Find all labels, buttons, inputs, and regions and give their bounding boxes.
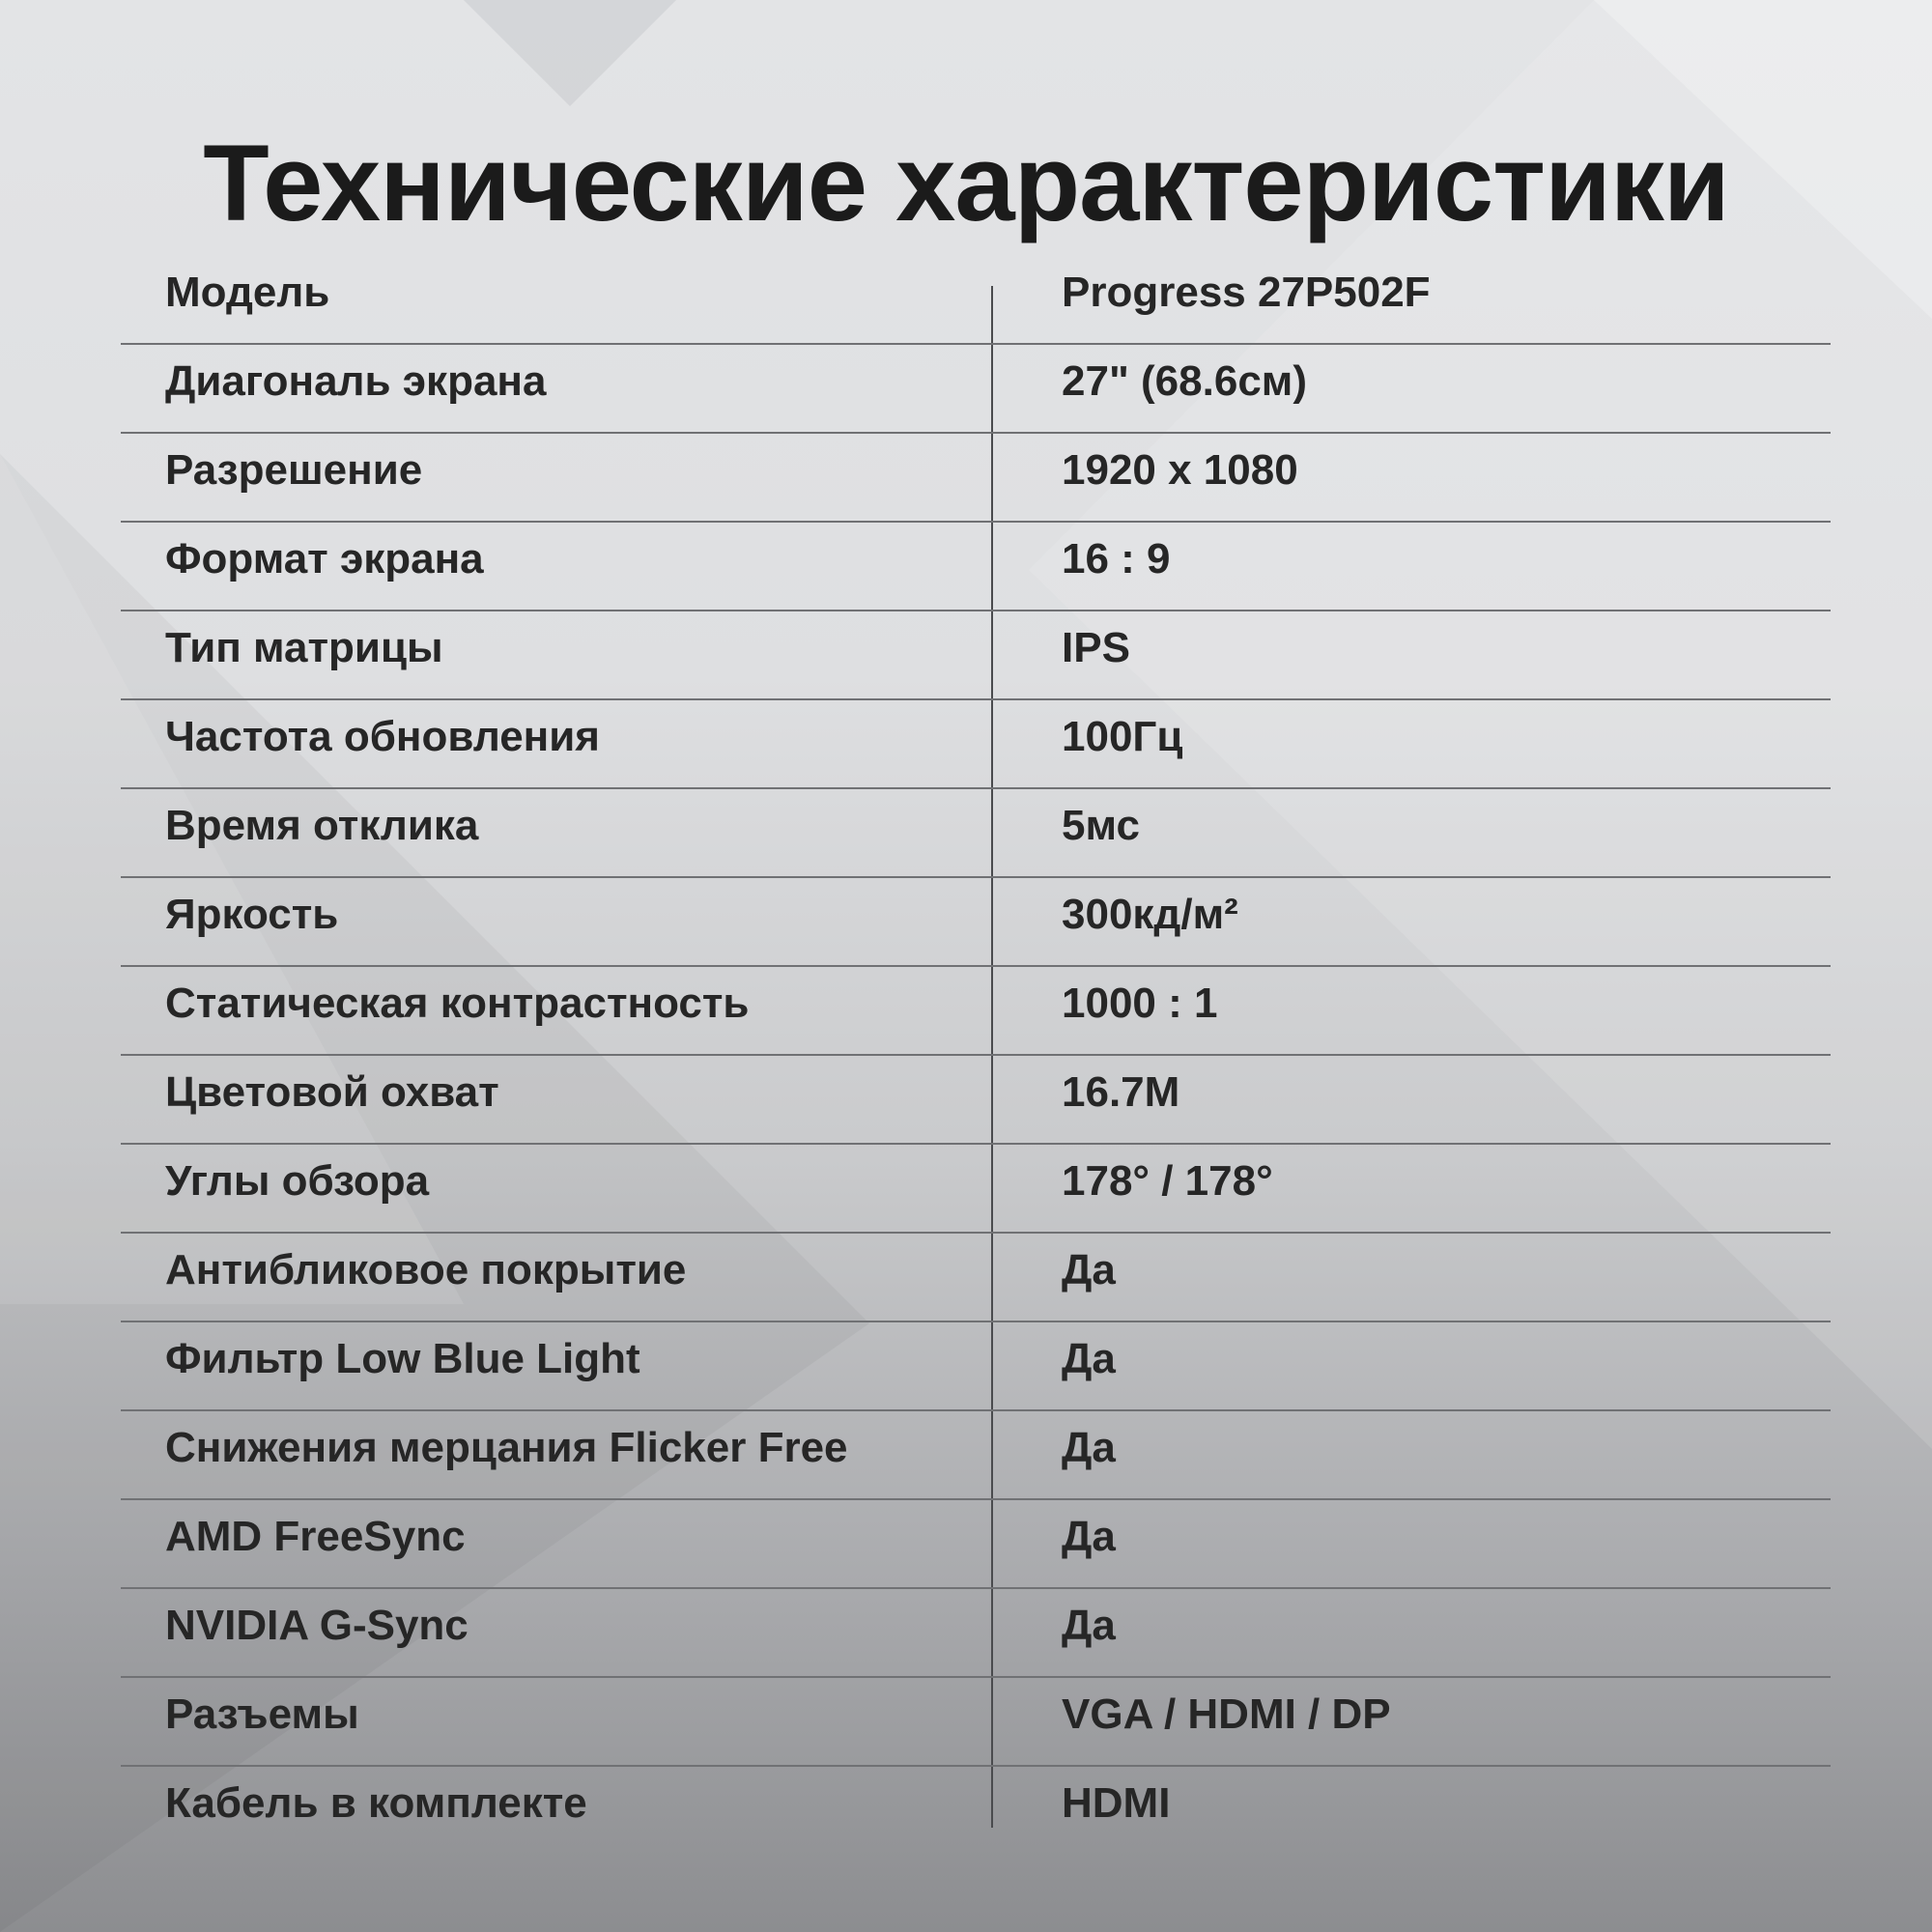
spec-row: Углы обзора 178° / 178° xyxy=(121,1145,1831,1234)
spec-label: Статическая контрастность xyxy=(165,980,750,1027)
spec-value: HDMI xyxy=(1062,1779,1171,1827)
spec-label: Цветовой охват xyxy=(165,1068,499,1116)
spec-label: Формат экрана xyxy=(165,535,484,582)
spec-row: Частота обновления 100Гц xyxy=(121,700,1831,789)
spec-label: Углы обзора xyxy=(165,1157,430,1205)
spec-label: Разъемы xyxy=(165,1690,359,1738)
column-divider xyxy=(991,286,993,1828)
spec-row: NVIDIA G-Sync Да xyxy=(121,1589,1831,1678)
spec-label: Фильтр Low Blue Light xyxy=(165,1335,640,1382)
spec-label: Время отклика xyxy=(165,802,479,849)
spec-value: IPS xyxy=(1062,624,1130,671)
spec-value: 16 : 9 xyxy=(1062,535,1171,582)
spec-label: Яркость xyxy=(165,891,339,938)
spec-label: NVIDIA G-Sync xyxy=(165,1602,469,1649)
spec-table: Модель Progress 27P502F Диагональ экрана 27… xyxy=(121,256,1831,1856)
spec-row: Статическая контрастность 1000 : 1 xyxy=(121,967,1831,1056)
spec-value: 1000 : 1 xyxy=(1062,980,1218,1027)
spec-row: Время отклика 5мс xyxy=(121,789,1831,878)
spec-label: Тип матрицы xyxy=(165,624,443,671)
spec-value: VGA / HDMI / DP xyxy=(1062,1690,1391,1738)
spec-row: Разъемы VGA / HDMI / DP xyxy=(121,1678,1831,1767)
spec-row: Фильтр Low Blue Light Да xyxy=(121,1322,1831,1411)
spec-row: Антибликовое покрытие Да xyxy=(121,1234,1831,1322)
spec-row: Цветовой охват 16.7M xyxy=(121,1056,1831,1145)
spec-value: Да xyxy=(1062,1513,1116,1560)
spec-label: Разрешение xyxy=(165,446,423,494)
spec-label: Модель xyxy=(165,269,330,316)
spec-label: Кабель в комплекте xyxy=(165,1779,587,1827)
page-title: Технические характеристики xyxy=(203,123,1730,243)
spec-value: Да xyxy=(1062,1246,1116,1293)
spec-row: Диагональ экрана 27" (68.6см) xyxy=(121,345,1831,434)
spec-value: Да xyxy=(1062,1424,1116,1471)
spec-label: AMD FreeSync xyxy=(165,1513,466,1560)
spec-value: 300кд/м² xyxy=(1062,891,1238,938)
spec-value: 27" (68.6см) xyxy=(1062,357,1307,405)
spec-label: Диагональ экрана xyxy=(165,357,547,405)
spec-value: 178° / 178° xyxy=(1062,1157,1273,1205)
spec-row: AMD FreeSync Да xyxy=(121,1500,1831,1589)
spec-row: Разрешение 1920 x 1080 xyxy=(121,434,1831,523)
spec-value: 16.7M xyxy=(1062,1068,1180,1116)
spec-value: 5мс xyxy=(1062,802,1140,849)
spec-value: Да xyxy=(1062,1602,1116,1649)
spec-label: Антибликовое покрытие xyxy=(165,1246,687,1293)
spec-label: Частота обновления xyxy=(165,713,600,760)
spec-row: Кабель в комплекте HDMI xyxy=(121,1767,1831,1856)
spec-row: Формат экрана 16 : 9 xyxy=(121,523,1831,611)
spec-value: 1920 x 1080 xyxy=(1062,446,1298,494)
spec-value: Progress 27P502F xyxy=(1062,269,1431,316)
spec-label: Снижения мерцания Flicker Free xyxy=(165,1424,848,1471)
spec-value: Да xyxy=(1062,1335,1116,1382)
spec-row: Яркость 300кд/м² xyxy=(121,878,1831,967)
spec-row: Тип матрицы IPS xyxy=(121,611,1831,700)
spec-row: Модель Progress 27P502F xyxy=(121,256,1831,345)
spec-value: 100Гц xyxy=(1062,713,1183,760)
spec-row: Снижения мерцания Flicker Free Да xyxy=(121,1411,1831,1500)
